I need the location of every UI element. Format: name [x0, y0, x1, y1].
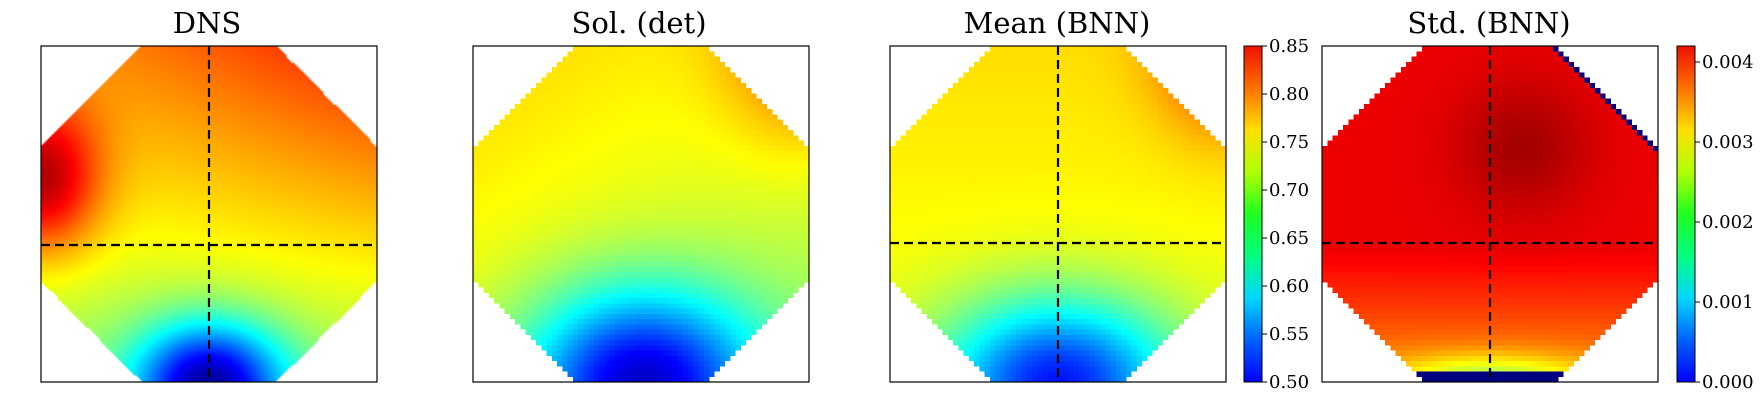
panel-std: Std. (BNN) [1321, 6, 1659, 383]
colorbar-mean-tick-label: 0.60 [1269, 276, 1309, 297]
panel-mean: Mean (BNN) [889, 6, 1227, 383]
colorbar-mean-tick-label: 0.85 [1269, 36, 1309, 57]
colorbar-std-tick-label: 0.002 [1702, 212, 1754, 233]
colorbar-mean-tick-label: 0.50 [1269, 372, 1309, 393]
colorbar-std: 0.000 0.001 0.002 0.003 0.004 [1676, 45, 1754, 393]
colorbar-mean: 0.50 0.55 0.60 0.65 0.70 0.75 0.80 0.85 [1243, 36, 1309, 393]
colorbar-std-tick-label: 0.000 [1702, 372, 1754, 393]
colorbar-mean-tick-label: 0.55 [1269, 324, 1309, 345]
colorbar-mean-tick-label: 0.70 [1269, 180, 1309, 201]
colorbar-std-ticks: 0.000 0.001 0.002 0.003 0.004 [1695, 52, 1754, 393]
colorbar-mean-tick-label: 0.65 [1269, 228, 1309, 249]
panel-dns: DNS [40, 6, 378, 383]
colorbar-std-tick-label: 0.004 [1702, 52, 1754, 73]
colorbar-mean-tick-label: 0.75 [1269, 132, 1309, 153]
colorbar-std-gradient [1676, 45, 1696, 383]
frame-det [472, 45, 810, 383]
colorbar-mean-gradient [1243, 45, 1263, 383]
colorbar-std-tick-label: 0.001 [1702, 292, 1754, 313]
colorbar-std-tick-label: 0.003 [1702, 132, 1754, 153]
colorbar-mean-tick-label: 0.80 [1269, 84, 1309, 105]
panel-title-mean: Mean (BNN) [964, 6, 1151, 40]
panel-title-dns: DNS [173, 6, 242, 40]
panel-title-det: Sol. (det) [571, 6, 706, 40]
panel-det: Sol. (det) [472, 6, 810, 383]
colorbar-mean-ticks: 0.50 0.55 0.60 0.65 0.70 0.75 0.80 0.85 [1262, 36, 1309, 393]
heatmap-det [473, 46, 809, 382]
panel-title-std: Std. (BNN) [1407, 6, 1570, 40]
heatmap-image-det [473, 46, 809, 382]
